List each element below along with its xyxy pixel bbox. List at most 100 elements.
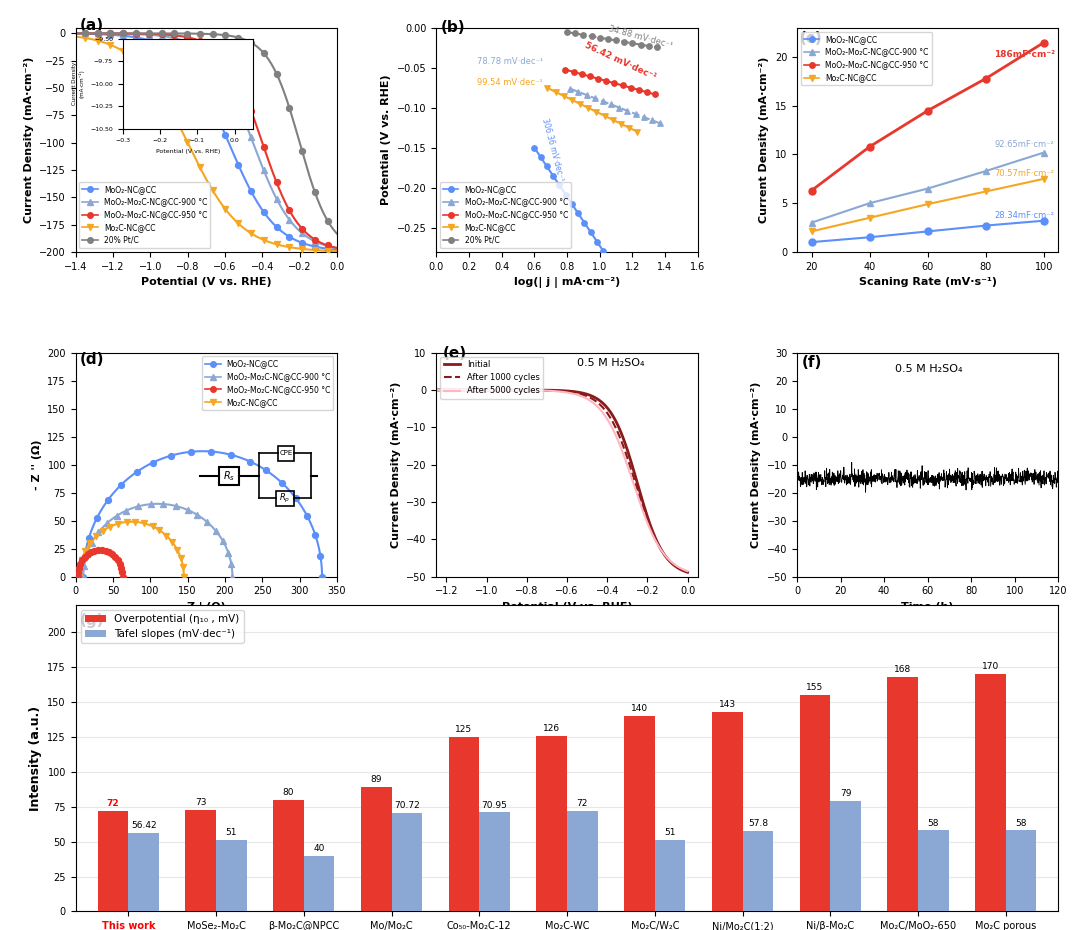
Bar — [799, 696, 831, 911]
Point — [77, 26, 94, 41]
Point — [144, 519, 161, 534]
Point — [242, 130, 259, 145]
Point — [648, 40, 665, 55]
Point — [191, 75, 208, 90]
Bar — [97, 811, 129, 911]
Point — [82, 545, 99, 560]
Y-axis label: Current Density (mA·cm⁻²): Current Density (mA·cm⁻²) — [24, 57, 33, 223]
Point — [140, 27, 158, 42]
Point — [242, 35, 259, 50]
Bar — [361, 787, 392, 911]
Point — [596, 108, 613, 123]
Text: (c): (c) — [800, 31, 823, 46]
Point — [217, 28, 234, 43]
Point — [81, 536, 98, 551]
Point — [111, 556, 129, 571]
Point — [539, 81, 556, 96]
Point — [217, 127, 234, 142]
Point — [76, 551, 93, 565]
Point — [203, 445, 220, 459]
Point — [175, 569, 192, 584]
Text: 72: 72 — [577, 799, 588, 808]
Text: 51: 51 — [664, 829, 676, 837]
Text: 186mF·cm⁻²: 186mF·cm⁻² — [995, 50, 1055, 60]
Point — [127, 27, 145, 42]
Text: (d): (d) — [79, 352, 104, 366]
Legend: MoO₂-NC@CC, MoO₂-Mo₂C-NC@CC-900 °C, MoO₂-Mo₂C-NC@CC-950 °C, Mo₂C-NC@CC, 20% Pt/C: MoO₂-NC@CC, MoO₂-Mo₂C-NC@CC-900 °C, MoO₂… — [80, 181, 211, 248]
Point — [94, 524, 111, 538]
Point — [294, 226, 311, 241]
Point — [307, 234, 324, 249]
Point — [564, 92, 581, 107]
Point — [526, 140, 543, 155]
Text: 72: 72 — [107, 799, 119, 808]
Point — [165, 31, 183, 46]
Point — [199, 515, 216, 530]
Point — [268, 237, 285, 252]
Point — [307, 527, 324, 542]
Point — [168, 542, 186, 557]
Y-axis label: Current Density (mA·cm⁻²): Current Density (mA·cm⁻²) — [752, 381, 761, 548]
Text: (f): (f) — [801, 354, 822, 369]
Point — [631, 83, 648, 98]
Point — [613, 78, 631, 93]
X-axis label: Z ' (Ω): Z ' (Ω) — [187, 602, 226, 612]
Point — [583, 29, 600, 44]
Point — [294, 221, 311, 236]
Point — [90, 525, 107, 539]
Point — [319, 241, 336, 256]
Point — [230, 157, 247, 172]
Point — [109, 516, 126, 531]
Point — [69, 569, 86, 584]
Point — [204, 183, 221, 198]
Point — [571, 97, 589, 112]
Point — [178, 34, 195, 49]
Text: 51: 51 — [226, 829, 238, 837]
X-axis label: Potential (V vs. RHE): Potential (V vs. RHE) — [141, 277, 271, 287]
Point — [294, 144, 311, 159]
Point — [217, 53, 234, 68]
Point — [222, 447, 240, 462]
Point — [273, 475, 291, 490]
Bar — [654, 841, 686, 911]
Point — [644, 113, 661, 127]
Y-axis label: Potential (V vs. RHE): Potential (V vs. RHE) — [381, 74, 391, 206]
Point — [140, 26, 158, 41]
Point — [114, 26, 132, 41]
Text: 92.65mF·cm⁻²: 92.65mF·cm⁻² — [995, 140, 1054, 149]
Point — [204, 27, 221, 42]
Point — [127, 26, 145, 41]
Bar — [975, 674, 1005, 911]
Point — [551, 178, 568, 193]
Point — [591, 31, 608, 46]
Point — [597, 73, 615, 88]
Point — [70, 569, 87, 584]
Text: 125: 125 — [456, 725, 472, 735]
Point — [557, 187, 575, 202]
Point — [77, 26, 94, 41]
Point — [71, 561, 89, 576]
Point — [578, 87, 595, 102]
Point — [153, 86, 171, 100]
Point — [107, 549, 124, 564]
Point — [104, 546, 121, 561]
Point — [629, 125, 646, 140]
Point — [255, 46, 272, 60]
Point — [98, 516, 116, 531]
Point — [144, 456, 161, 471]
Point — [281, 230, 298, 245]
Point — [109, 552, 126, 567]
Point — [75, 569, 92, 584]
Bar — [567, 811, 597, 911]
Point — [580, 100, 597, 115]
Point — [313, 569, 330, 584]
Point — [307, 243, 324, 258]
Point — [319, 239, 336, 254]
Point — [127, 54, 145, 69]
Y-axis label: Current Density (mA·cm⁻²): Current Density (mA·cm⁻²) — [391, 381, 401, 548]
Point — [140, 26, 158, 41]
Bar — [743, 830, 773, 911]
Point — [255, 163, 272, 178]
Point — [183, 445, 200, 459]
Point — [102, 26, 119, 41]
